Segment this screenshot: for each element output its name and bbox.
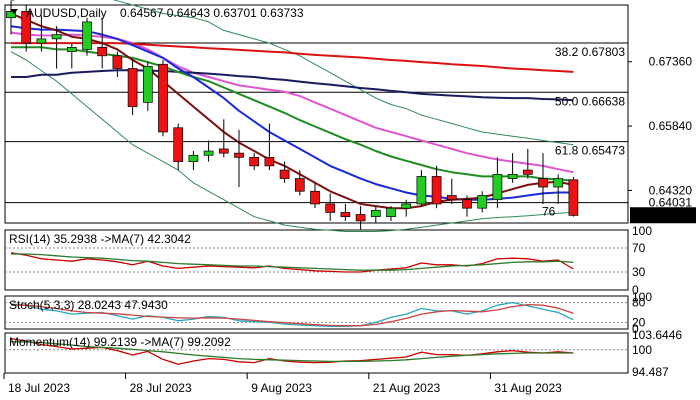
indicator-axis-label: 100 xyxy=(632,290,652,304)
bollinger-lower-line xyxy=(10,51,574,232)
indicator-header: Stoch(5,3,3) 28.0243 47.9430 xyxy=(9,298,168,312)
candle-body xyxy=(553,178,564,188)
panel-frames xyxy=(4,4,629,374)
fib-level-label: 76 xyxy=(542,205,556,219)
indicator-axis-label: 103.6446 xyxy=(632,328,682,342)
candle-body xyxy=(355,214,366,222)
candlesticks xyxy=(6,0,579,230)
candle-body xyxy=(51,34,62,40)
candle-body xyxy=(36,38,47,44)
indicator-axis-label: 30 xyxy=(632,265,646,279)
candle-body xyxy=(340,212,351,218)
current-price-box xyxy=(630,207,696,224)
candle-body xyxy=(142,66,153,103)
indicator-axis-label: 94.487 xyxy=(632,365,669,379)
indicator-lines xyxy=(10,0,574,365)
candle-body xyxy=(127,68,138,107)
candle-body xyxy=(264,157,275,167)
indicator-axis-label: 0 xyxy=(632,322,639,336)
fib-axis-label: 0.64031 xyxy=(649,196,693,210)
indicator-series-line xyxy=(11,303,574,327)
price-axis-label: 0.65840 xyxy=(649,119,693,133)
candle-body xyxy=(401,203,412,209)
collapse-arrow-icon xyxy=(10,9,18,14)
candle-body xyxy=(416,176,427,205)
candle-body xyxy=(112,55,123,69)
candle-body xyxy=(477,195,488,209)
candle-body xyxy=(173,127,184,162)
indicator-axis-label: 80 xyxy=(632,296,646,310)
indicator-panel-frame-3 xyxy=(4,332,629,374)
indicator-panel-frame-1 xyxy=(4,229,629,291)
x-axis-label: 18 Jul 2023 xyxy=(8,381,70,395)
price-axis-label: 0.67360 xyxy=(649,55,693,69)
candle-body xyxy=(279,169,290,179)
symbol-header: AUDUSD,Daily xyxy=(26,6,107,20)
chart-labels: 38.2 0.67803 50.0 0.66638 61.8 0.65473 76 AU… xyxy=(8,6,696,395)
x-axis-label: 28 Jul 2023 xyxy=(130,381,192,395)
indicator-series-line xyxy=(11,341,574,363)
candle-body xyxy=(310,190,320,205)
candle-body xyxy=(370,209,381,218)
indicator-series-line xyxy=(11,253,574,271)
main-panel-frame xyxy=(4,4,629,224)
candle-body xyxy=(462,199,472,209)
x-axis-label: 21 Aug 2023 xyxy=(373,381,441,395)
candle-body xyxy=(6,10,16,19)
candle-body xyxy=(158,63,168,133)
candle-body xyxy=(507,173,518,179)
x-axis-label: 9 Aug 2023 xyxy=(251,381,312,395)
candle-body xyxy=(568,179,579,216)
indicator-axis-label: 70 xyxy=(632,241,646,255)
indicator-axis-label: 100 xyxy=(632,343,652,357)
ma-navy-line xyxy=(11,69,574,102)
ma-pink-line xyxy=(10,31,574,174)
candle-body xyxy=(386,207,396,218)
ohlc-header: 0.64567 0.64643 0.63701 0.63733 xyxy=(120,6,304,20)
indicator-axis-label: 100 xyxy=(632,224,652,238)
x-axis-label: 31 Aug 2023 xyxy=(494,381,562,395)
fib-level-label: 38.2 0.67803 xyxy=(555,45,625,59)
candle-body xyxy=(431,176,442,205)
candle-body xyxy=(82,21,92,50)
candle-body xyxy=(538,178,548,188)
candle-body xyxy=(446,195,457,201)
candle-body xyxy=(492,173,503,201)
candle-body xyxy=(522,169,533,175)
candle-body xyxy=(249,157,260,167)
indicator-axis-label: 0 xyxy=(632,283,639,297)
fib-level-label: 50.0 0.66638 xyxy=(555,94,625,108)
indicator-panel-frame-2 xyxy=(4,295,629,330)
candle-body xyxy=(97,46,108,57)
candle-body xyxy=(234,152,244,158)
candle-body xyxy=(218,148,229,154)
candle-body xyxy=(325,203,336,213)
candle-body xyxy=(203,150,214,156)
candle-body xyxy=(188,154,199,162)
indicator-axis-label: 20 xyxy=(632,315,646,329)
indicator-header: RSI(14) 35.2938 ->MA(7) 42.3042 xyxy=(9,232,191,246)
candle-body xyxy=(66,46,77,52)
price-axis-label: 0.64320 xyxy=(649,183,693,197)
candle-body xyxy=(294,178,305,192)
candle-body xyxy=(21,10,32,44)
indicator-header: Momentum(14) 99.2139 ->MA(7) 99.2092 xyxy=(9,335,231,349)
current-price-label: 0.63733 xyxy=(649,208,693,222)
fib-level-label: 61.8 0.65473 xyxy=(555,144,625,158)
indicator-series-line xyxy=(10,252,574,273)
